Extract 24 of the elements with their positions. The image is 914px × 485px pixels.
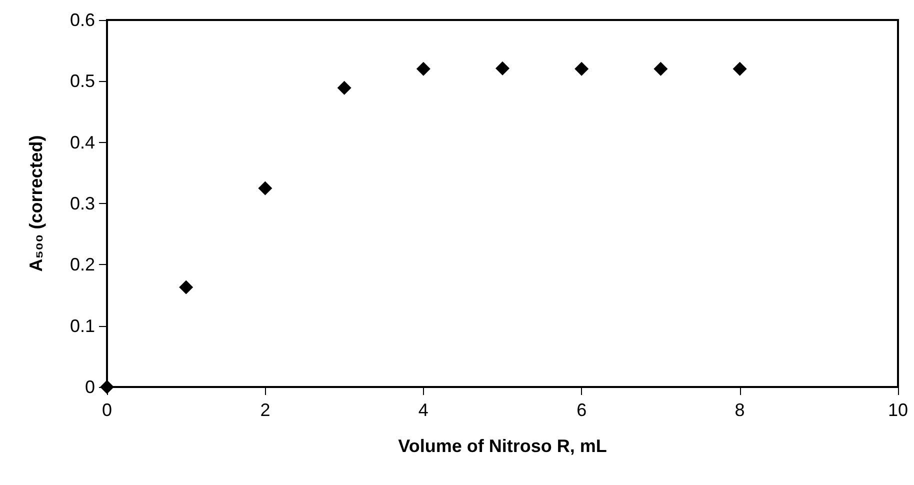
- point: [574, 62, 589, 76]
- x-tick-label: 6: [576, 400, 587, 420]
- point: [258, 181, 272, 196]
- y-axis-title: A₅₀₀ (corrected): [26, 135, 46, 272]
- point: [654, 62, 668, 76]
- x-tick-label: 8: [734, 400, 745, 420]
- y-tick-label: 0.2: [70, 254, 95, 275]
- y-tick-label: 0.6: [70, 10, 95, 30]
- point: [496, 61, 510, 76]
- point: [100, 380, 114, 394]
- y-tick-label: 0.5: [70, 71, 95, 92]
- y-tick-label: 0.1: [70, 316, 95, 336]
- point: [179, 280, 194, 294]
- point: [416, 62, 430, 76]
- x-axis-title: Volume of Nitroso R, mL: [398, 436, 607, 456]
- point: [337, 80, 352, 95]
- point: [732, 62, 747, 76]
- y-tick-label: 0.3: [70, 194, 95, 214]
- x-tick-label: 10: [888, 400, 908, 420]
- x-tick-label: 2: [260, 400, 270, 420]
- x-tick-label: 0: [102, 400, 112, 420]
- y-tick-label: 0.4: [70, 132, 95, 152]
- y-tick-label: 0: [84, 377, 95, 397]
- x-tick-label: 4: [418, 400, 428, 420]
